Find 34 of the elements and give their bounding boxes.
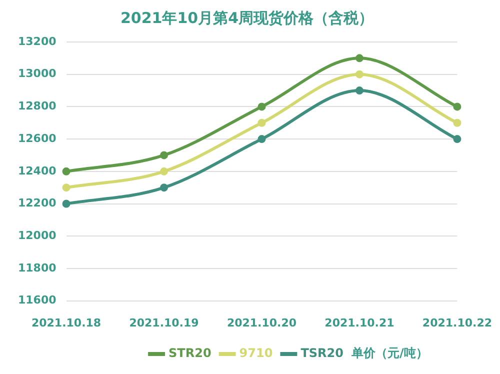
point <box>355 86 364 95</box>
point <box>453 135 462 144</box>
y-tick-label: 12000 <box>18 228 57 242</box>
y-tick-label: 13000 <box>18 67 57 80</box>
point <box>355 54 364 62</box>
point <box>258 118 266 127</box>
x-tick-label: 2021.10.18 <box>31 316 102 330</box>
legend-label: TSR20 <box>300 346 344 360</box>
chart-title: 2021年10月第4周现货价格（含税） <box>120 8 374 27</box>
point <box>160 167 168 176</box>
point <box>160 184 168 192</box>
legend-label: 9710 <box>239 346 273 360</box>
point <box>453 102 462 111</box>
point <box>453 118 462 127</box>
y-tick-label: 12600 <box>18 132 57 145</box>
y-tick-label: 13200 <box>18 34 57 48</box>
y-tick-label: 11800 <box>18 261 57 274</box>
point <box>258 102 266 111</box>
y-tick-label: 12800 <box>18 100 57 113</box>
point <box>62 167 70 176</box>
x-tick-label: 2021.10.19 <box>129 316 199 330</box>
y-tick-label: 12400 <box>18 164 57 178</box>
text: 单价（元/吨） <box>350 346 428 360</box>
x-tick-label: 2021.10.20 <box>226 316 297 330</box>
point <box>62 184 70 192</box>
point <box>355 70 364 78</box>
y-tick-label: 12200 <box>18 196 57 210</box>
x-tick-label: 2021.10.22 <box>422 316 492 330</box>
x-tick-label: 2021.10.21 <box>324 316 394 330</box>
y-tick-label: 11600 <box>18 294 57 307</box>
point <box>258 135 266 144</box>
legend-label: STR20 <box>168 346 212 360</box>
point <box>160 151 168 160</box>
point <box>62 200 70 208</box>
